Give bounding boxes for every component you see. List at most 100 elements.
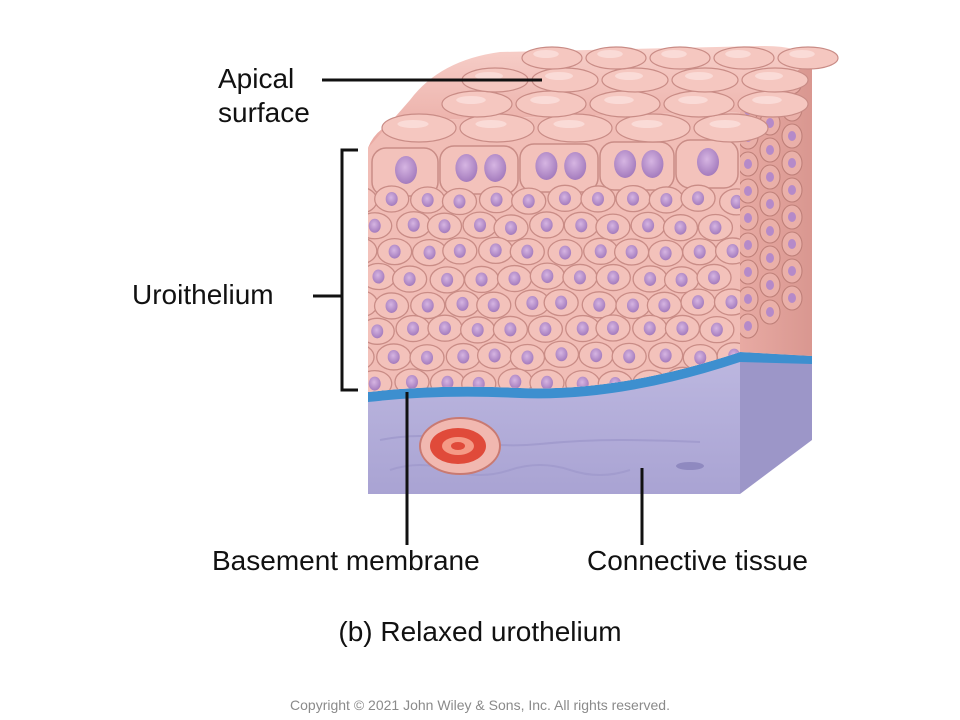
nucleus: [438, 321, 451, 336]
nucleus: [405, 374, 418, 389]
nucleus: [438, 219, 451, 234]
figure-caption: (b) Relaxed urothelium: [338, 616, 622, 647]
nucleus: [788, 158, 796, 168]
nucleus: [526, 296, 539, 311]
nucleus: [788, 131, 796, 141]
nucleus: [766, 307, 774, 317]
nucleus: [627, 191, 640, 206]
nucleus: [766, 226, 774, 236]
nucleus: [744, 213, 752, 223]
nucleus: [591, 191, 604, 206]
apical-cell-dome: [381, 113, 457, 143]
nucleus: [626, 298, 639, 313]
nucleus: [387, 349, 400, 364]
nucleus: [614, 150, 637, 178]
nucleus: [388, 244, 401, 259]
urothelium-bracket: [340, 148, 358, 392]
nucleus: [730, 194, 740, 209]
nucleus: [744, 186, 752, 196]
nucleus: [555, 347, 568, 362]
nucleus: [625, 244, 638, 259]
apical-cell-dome: [441, 90, 513, 118]
apical-cell-dome: [521, 46, 583, 70]
nucleus: [521, 350, 534, 365]
nucleus: [505, 220, 518, 235]
epithelial-cell: [368, 237, 378, 265]
label-basement-membrane: Basement membrane: [212, 545, 480, 576]
nucleus: [508, 271, 521, 286]
epithelial-cell: [368, 343, 375, 371]
nucleus: [368, 376, 381, 391]
nucleus: [535, 152, 558, 180]
nucleus: [658, 298, 671, 313]
label-urothelium: Uroithelium: [132, 279, 274, 310]
nucleus: [475, 272, 488, 287]
label-lines: [313, 78, 644, 545]
nucleus: [659, 348, 672, 363]
nucleus: [788, 293, 796, 303]
nucleus: [558, 191, 571, 206]
nucleus: [368, 218, 381, 233]
nucleus: [694, 350, 707, 365]
apical-cell-dome: [615, 113, 691, 143]
nucleus: [522, 194, 535, 209]
nucleus: [606, 321, 619, 336]
nucleus: [490, 192, 503, 207]
nucleus: [385, 298, 398, 313]
nucleus: [660, 192, 673, 207]
nucleus: [453, 194, 466, 209]
nucleus: [488, 348, 501, 363]
nucleus: [594, 244, 607, 259]
nucleus: [692, 295, 705, 310]
nucleus: [593, 297, 606, 312]
nucleus: [590, 348, 603, 363]
nucleus: [708, 270, 721, 285]
apical-cell-dome: [585, 46, 647, 70]
nucleus: [788, 266, 796, 276]
epithelial-cell: [368, 186, 378, 214]
nucleus: [676, 321, 689, 336]
nucleus: [354, 193, 366, 207]
label-connective-tissue: Connective tissue: [587, 545, 809, 576]
epithelium-front-face: [351, 112, 740, 392]
blood-vessel: [419, 417, 501, 475]
nucleus: [455, 154, 478, 182]
nucleus: [709, 220, 722, 235]
nucleus: [744, 159, 752, 169]
nucleus: [540, 217, 553, 232]
nucleus: [541, 269, 554, 284]
nucleus: [644, 271, 657, 286]
nucleus: [693, 244, 706, 259]
umbrella-cell: [439, 145, 519, 195]
nucleus: [474, 218, 487, 233]
nucleus: [575, 218, 588, 233]
apical-cell-dome: [589, 90, 661, 118]
nucleus: [623, 349, 636, 364]
nucleus: [643, 321, 656, 336]
nucleus: [766, 280, 774, 290]
nucleus: [484, 154, 507, 182]
nucleus: [351, 350, 363, 364]
nucleus: [766, 199, 774, 209]
nucleus: [355, 297, 367, 311]
umbrella-cell: [519, 143, 599, 193]
nucleus: [395, 156, 417, 184]
nucleus: [421, 193, 434, 208]
apical-cell-dome: [649, 46, 711, 70]
copyright-notice: Copyright © 2021 John Wiley & Sons, Inc.…: [290, 697, 670, 713]
nucleus: [766, 253, 774, 263]
nucleus: [489, 243, 502, 258]
nucleus: [421, 350, 434, 365]
nucleus: [659, 246, 672, 261]
nucleus: [539, 322, 552, 337]
nucleus: [403, 272, 416, 287]
apical-cell-dome: [671, 67, 739, 93]
label-apical-surface: Apical surface: [218, 63, 310, 128]
nucleus: [788, 239, 796, 249]
apical-cell-dome: [515, 90, 587, 118]
nucleus: [540, 375, 553, 390]
nucleus: [675, 272, 688, 287]
nucleus: [407, 217, 420, 232]
nucleus: [385, 191, 398, 206]
